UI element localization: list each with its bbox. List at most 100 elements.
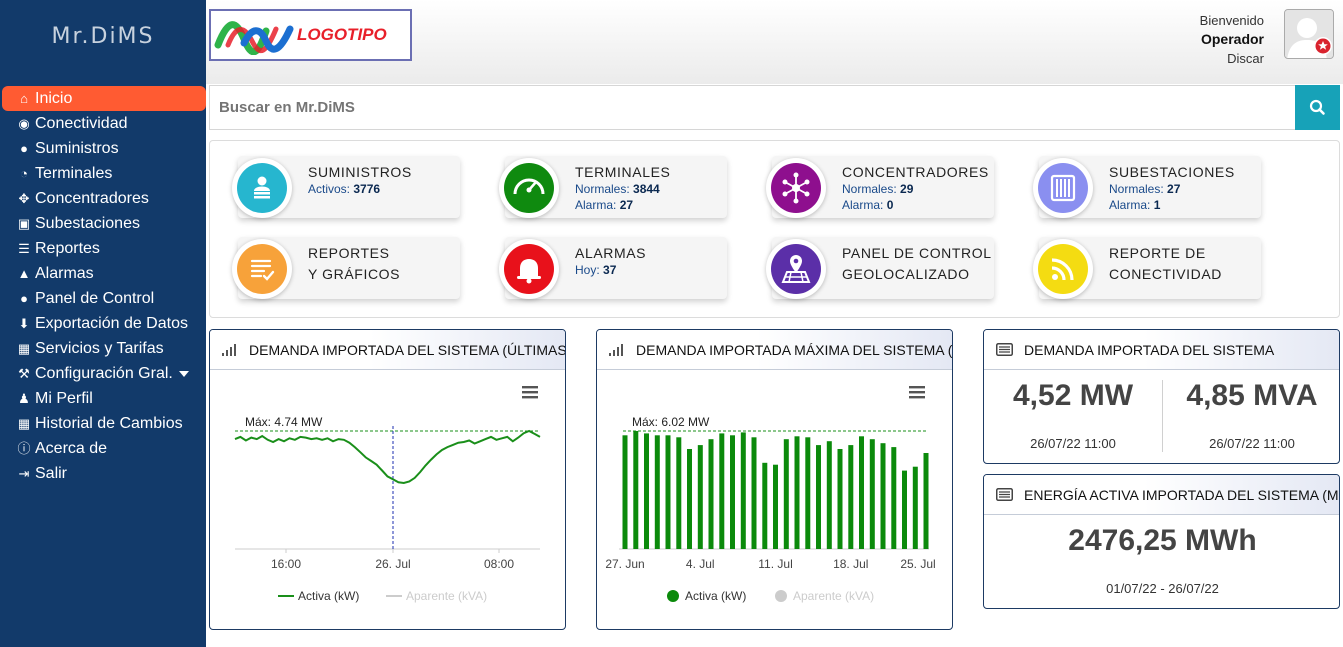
bar-day-24 [869,439,875,549]
card-stat-value: 37 [603,263,617,277]
card-icon-ring [232,158,292,218]
sidebar-item-label: Conectividad [35,115,128,132]
logout-link[interactable]: Discar [1227,51,1264,66]
users-list-icon [237,163,287,213]
sidebar-item-acerca-de[interactable]: ⓘ Acerca de [2,436,206,461]
bar-day-10 [719,433,725,549]
menu-bar [909,386,925,389]
legend-label-activa: Activa (kW) [298,589,359,603]
bar-day-4 [654,435,660,549]
bar-day-22 [848,445,854,549]
connectivity-rss-icon [1038,244,1088,294]
max-label: Máx: 6.02 MW [632,415,710,429]
sidebar-item-servicios-y-tarifas[interactable]: ▦ Servicios y Tarifas [2,336,206,361]
bar-day-1 [622,435,628,549]
card-stat: Normales: 29 [842,182,913,196]
card-title-line: ALARMAS [575,245,647,261]
chart-menu-icon[interactable] [522,386,538,399]
card-stat: Normales: 3844 [575,182,660,196]
sidebar-item-exportación-de-datos[interactable]: ⬇ Exportación de Datos [2,311,206,336]
bar-day-26 [891,447,897,549]
sidebar-item-reportes[interactable]: ☰ Reportes [2,236,206,261]
card-stat: Alarma: 1 [1109,198,1160,212]
demand-max-title: DEMANDA IMPORTADA MÁXIMA DEL SISTEMA ( [636,341,952,358]
dashboard-icon: ◔ [20,166,28,181]
legend-label-aparente: Aparente (kVA) [406,589,487,603]
sidebar-item-label: Historial de Cambios [35,415,183,432]
sidebar-item-label: Panel de Control [35,290,155,307]
bar-day-7 [687,449,692,549]
sidebar-item-mi-perfil[interactable]: ♟ Mi Perfil [2,386,206,411]
sidebar-item-concentradores[interactable]: ✥ Concentradores [2,186,206,211]
card-title-line: PANEL DE CONTROL [842,245,992,261]
card-stat-label: Normales: [1109,182,1168,196]
demand-now-panel: DEMANDA IMPORTADA DEL SISTEMA 4,52 MW 26… [983,329,1340,464]
sidebar-item-label: Suministros [35,140,119,157]
x-tick-label: 08:00 [484,557,514,571]
card-subestaciones[interactable]: SUBESTACIONES Normales: 27 Alarma: 1 [1033,156,1261,218]
demand-max-chart: Máx: 6.02 MW 27. Jun 4. Jul 11. Jul 18. Jul 2… [605,386,936,603]
card-icon-ring [232,239,292,299]
sidebar-item-label: Terminales [35,165,113,182]
chart-menu-icon[interactable] [909,386,925,399]
card-stat: Activos: 3776 [308,182,380,196]
list-alt-icon [996,343,1013,356]
sign-out-icon: ⇥ [18,466,30,481]
bar-day-21 [837,449,843,549]
sidebar: Mr.DiMS ⌂ Inicio ◉ Conectividad ● Suministros… [0,0,206,647]
card-title: SUBESTACIONES [1109,162,1235,183]
card-alarmas[interactable]: ALARMAS Hoy: 37 [499,237,727,299]
menu-bar [909,396,925,399]
sidebar-item-alarmas[interactable]: ▲ Alarmas [2,261,206,286]
card-suministros[interactable]: SUMINISTROS Activos: 3776 [232,156,460,218]
card-title-line: REPORTE DE [1109,245,1206,261]
bar-day-16 [783,439,789,549]
bar-day-9 [708,439,714,549]
card-concentradores[interactable]: CONCENTRADORES Normales: 29 Alarma: 0 [766,156,994,218]
sidebar-item-salir[interactable]: ⇥ Salir [2,461,206,486]
search-button[interactable] [1295,85,1340,130]
sidebar-item-panel-de-control[interactable]: ● Panel de Control [2,286,206,311]
card-reportes-y-gráficos[interactable]: REPORTES Y GRÁFICOS [232,237,460,299]
sidebar-item-configuración-gral[interactable]: ⚒ Configuración Gral. [2,361,206,386]
demand-24h-chart: Máx: 4.74 MW 16:00 26. Jul 08:00 Activa (kW)… [234,386,541,603]
sidebar-item-subestaciones[interactable]: ▣ Subestaciones [2,211,206,236]
avatar-silhouette-icon [1285,10,1333,58]
sidebar-item-label: Mi Perfil [35,390,93,407]
card-title-line: SUMINISTROS [308,164,412,180]
card-stat-value: 29 [900,182,914,196]
sidebar-item-historial-de-cambios[interactable]: ▦ Historial de Cambios [2,411,206,436]
brand-title: Mr.DiMS [51,24,155,49]
geo-map-icon [771,244,821,294]
x-tick-label: 18. Jul [833,557,868,571]
energy-month-title: ENERGÍA ACTIVA IMPORTADA DEL SISTEMA (ME… [1024,486,1339,503]
list-alt-icon [996,488,1013,501]
x-tick-label: 26. Jul [375,557,410,571]
sidebar-item-inicio[interactable]: ⌂ Inicio [2,86,206,111]
company-logo: LOGOTIPO [209,9,412,61]
sidebar-item-terminales[interactable]: ◔ Terminales [2,161,206,186]
card-title-line: CONECTIVIDAD [1109,266,1222,282]
sidebar-item-label: Subestaciones [35,215,140,232]
calendar-icon: ▦ [17,416,31,431]
sidebar-item-conectividad[interactable]: ◉ Conectividad [2,111,206,136]
legend-label-activa: Activa (kW) [685,589,746,603]
bar-day-18 [805,437,811,549]
user-avatar[interactable] [1284,9,1334,59]
bar-day-8 [697,445,703,549]
card-stat-label: Alarma: [842,198,887,212]
substation-icon [1038,163,1088,213]
card-terminales[interactable]: TERMINALES Normales: 3844 Alarma: 27 [499,156,727,218]
demand-now-header: DEMANDA IMPORTADA DEL SISTEMA [984,330,1339,370]
card-stat-value: 3844 [633,182,660,196]
search-input[interactable] [209,85,1296,130]
card-reporte-de-conectividad[interactable]: REPORTE DE CONECTIVIDAD [1033,237,1261,299]
card-panel-de-control-geolocalizado[interactable]: PANEL DE CONTROL GEOLOCALIZADO [766,237,994,299]
wrench-icon: ⚒ [18,366,30,381]
search-icon [1309,99,1325,115]
bar-day-25 [880,443,886,549]
sidebar-item-label: Inicio [35,90,73,107]
card-title-line: GEOLOCALIZADO [842,266,970,282]
card-title: REPORTE DE CONECTIVIDAD [1109,243,1222,285]
sidebar-item-suministros[interactable]: ● Suministros [2,136,206,161]
